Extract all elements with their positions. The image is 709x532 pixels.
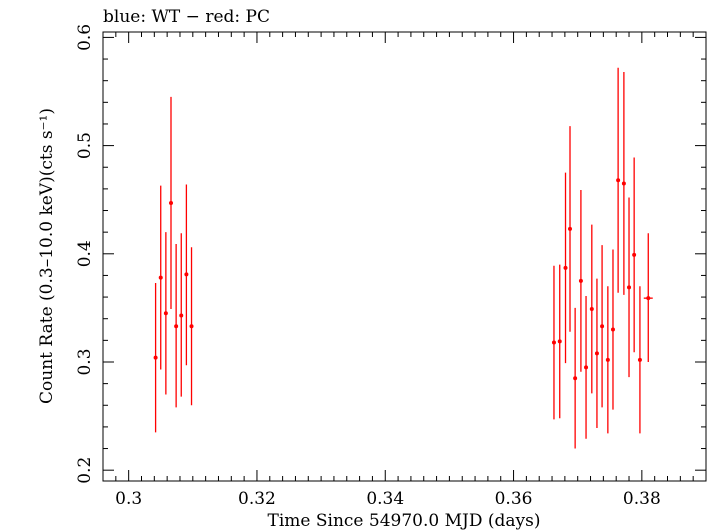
data-marker (584, 365, 589, 370)
data-point (589, 224, 594, 394)
data-marker (163, 311, 168, 316)
x-tick-label: 0.34 (366, 489, 404, 509)
axis-ticks (102, 32, 707, 481)
data-marker (627, 285, 632, 290)
data-point (584, 295, 589, 439)
data-marker (557, 339, 562, 344)
plot-frame (102, 31, 707, 482)
y-tick-label: 0.3 (75, 348, 95, 375)
data-marker (637, 357, 642, 362)
data-point (610, 249, 615, 410)
data-marker (179, 313, 184, 318)
data-marker (158, 275, 163, 280)
data-point (616, 67, 621, 293)
data-point (189, 247, 194, 406)
data-marker (621, 181, 626, 186)
data-marker (646, 296, 651, 301)
data-point (568, 126, 573, 332)
y-tick-label: 0.2 (75, 457, 95, 484)
data-marker (568, 226, 573, 231)
data-point (551, 265, 556, 420)
data-point (594, 278, 599, 428)
data-point (643, 233, 653, 362)
data-point (158, 185, 163, 370)
data-marker (589, 306, 594, 311)
data-point (632, 157, 637, 353)
data-marker (610, 327, 615, 332)
data-point (563, 172, 568, 364)
y-tick-label: 0.5 (75, 132, 95, 159)
data-point (179, 233, 184, 397)
data-point (637, 286, 642, 434)
data-marker (153, 355, 158, 360)
data-marker (168, 200, 173, 205)
y-tick-label: 0.4 (75, 240, 95, 267)
y-axis-label: Count Rate (0.3–10.0 keV)(cts s⁻¹) (37, 108, 57, 404)
data-marker (551, 340, 556, 345)
data-marker (573, 376, 578, 381)
chart-title: blue: WT − red: PC (103, 7, 270, 27)
data-marker (578, 278, 583, 283)
data-point (163, 232, 168, 395)
x-tick-label: 0.38 (623, 489, 661, 509)
x-tick-label: 0.32 (238, 489, 276, 509)
data-marker (563, 265, 568, 270)
data-point (600, 245, 605, 408)
data-point (168, 96, 173, 309)
data-point (557, 264, 562, 419)
data-point (605, 286, 610, 434)
data-marker (594, 351, 599, 356)
data-marker (174, 324, 179, 329)
x-axis-label: Time Since 54970.0 MJD (days) (268, 511, 541, 531)
data-marker (600, 324, 605, 329)
data-series (153, 67, 653, 449)
data-point (153, 283, 158, 433)
data-marker (184, 272, 189, 277)
axis-tick-labels: 0.3 0.32 0.34 0.36 0.38 0.2 0.3 0.4 0.5 0.6 (75, 24, 661, 509)
data-marker (189, 324, 194, 329)
y-tick-label: 0.6 (75, 24, 95, 51)
data-point (621, 72, 626, 295)
data-point (578, 189, 583, 372)
data-point (184, 184, 189, 366)
data-point (174, 244, 179, 408)
x-tick-label: 0.36 (495, 489, 533, 509)
data-marker (616, 178, 621, 183)
x-tick-label: 0.3 (115, 489, 142, 509)
data-point (573, 307, 578, 449)
data-marker (605, 357, 610, 362)
data-marker (632, 252, 637, 257)
data-point (627, 197, 632, 378)
